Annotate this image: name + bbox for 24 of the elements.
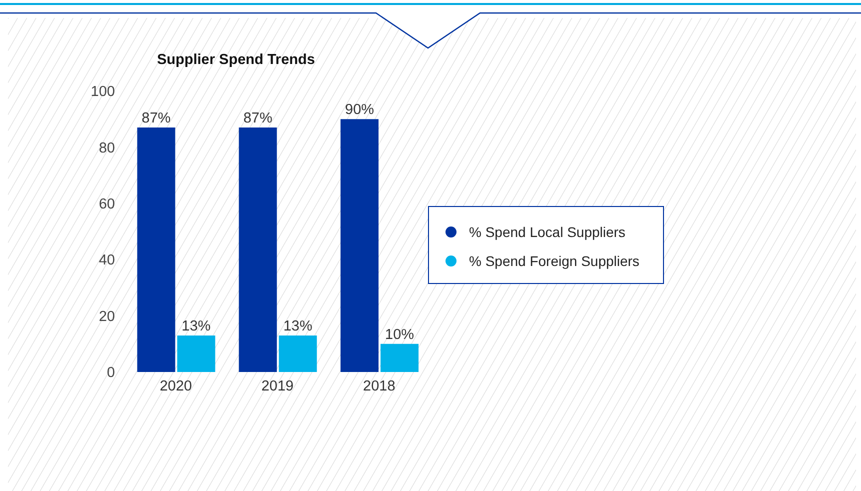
bar xyxy=(238,128,277,372)
chart-title: Supplier Spend Trends xyxy=(157,52,315,68)
legend-label: % Spend Foreign Suppliers xyxy=(469,252,640,268)
data-label: 13% xyxy=(283,318,312,334)
bar xyxy=(278,335,317,372)
data-label: 90% xyxy=(345,102,374,118)
x-tick-label: 2018 xyxy=(363,378,396,394)
y-tick-label: 100 xyxy=(90,84,115,100)
data-label: 10% xyxy=(385,326,414,343)
bar xyxy=(380,344,419,372)
y-tick-label: 20 xyxy=(98,308,115,325)
y-tick-label: 40 xyxy=(98,252,115,269)
bar xyxy=(177,335,216,372)
x-tick-label: 2020 xyxy=(160,378,192,394)
data-label: 87% xyxy=(243,110,272,127)
data-label: 13% xyxy=(182,318,211,334)
bar xyxy=(137,128,176,372)
data-label: 87% xyxy=(142,110,171,127)
bar xyxy=(340,119,379,372)
y-tick-label: 60 xyxy=(98,196,115,213)
legend-label: % Spend Local Suppliers xyxy=(469,224,626,240)
y-tick-label: 0 xyxy=(106,365,115,382)
x-tick-label: 2019 xyxy=(261,378,294,394)
y-tick-label: 80 xyxy=(98,140,115,156)
